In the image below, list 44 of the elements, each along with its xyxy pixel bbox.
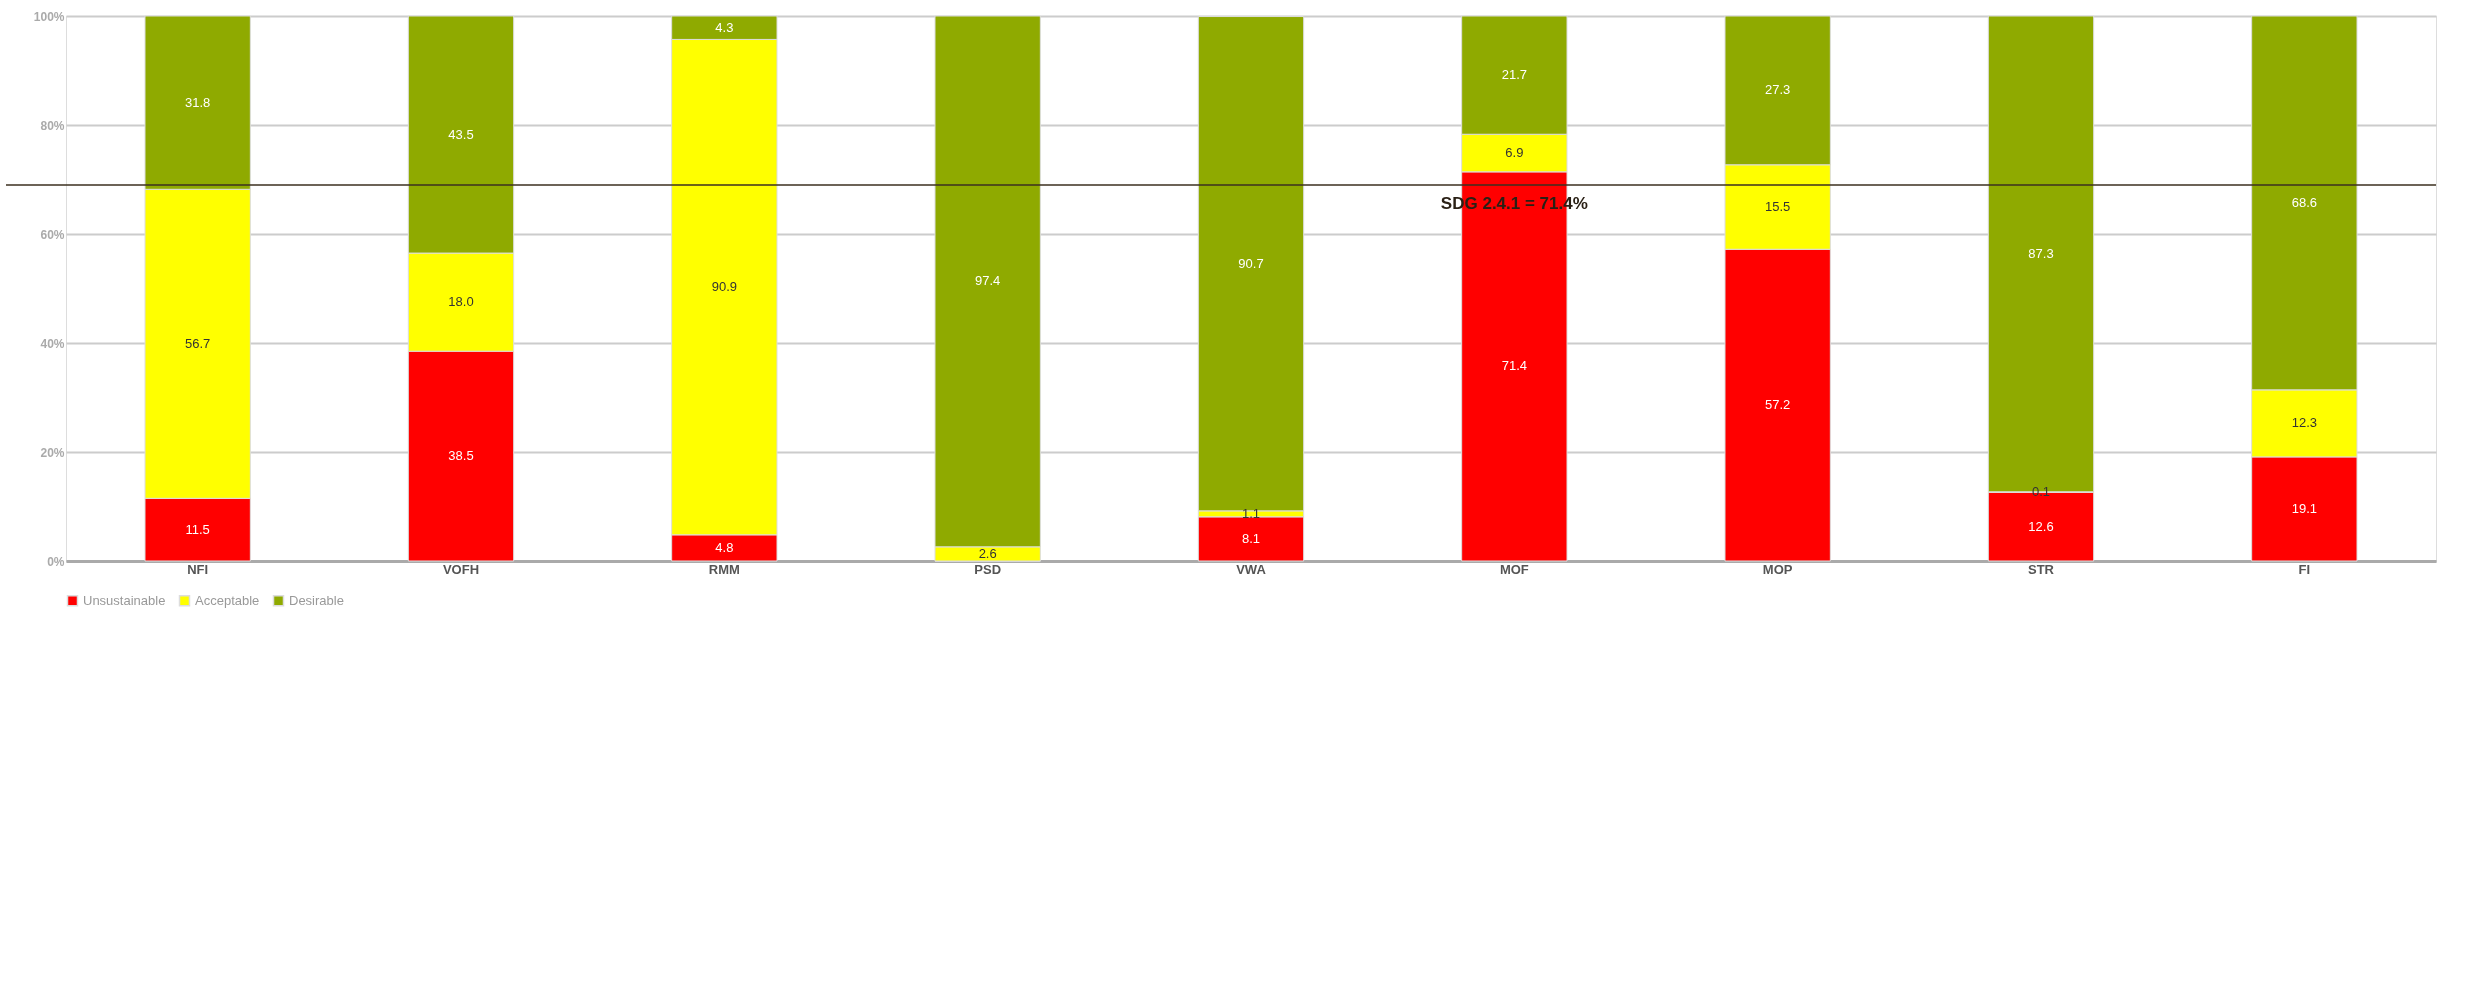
data-label: 27.3	[1765, 82, 1791, 98]
x-tick-label: VOFH	[442, 561, 480, 577]
data-label: 2.6	[978, 545, 997, 561]
y-tick-label: 100%	[33, 9, 65, 24]
x-tick-label: NFI	[187, 561, 209, 577]
data-label: 15.5	[1765, 199, 1791, 215]
data-label: 6.9	[1505, 145, 1524, 161]
legend-label: Acceptable	[195, 592, 260, 608]
data-label: 19.1	[2291, 500, 2317, 516]
data-label: 4.3	[715, 19, 734, 35]
data-label: 0.1	[2031, 484, 2051, 500]
bar	[1197, 516, 1305, 562]
legend-label: Desirable	[289, 592, 344, 608]
y-tick-label: 0%	[47, 554, 65, 569]
x-tick-label: VWA	[1236, 561, 1267, 577]
data-label: 56.7	[185, 335, 211, 351]
data-label: 90.9	[711, 279, 737, 295]
data-label: 4.8	[715, 539, 734, 555]
data-label: 90.7	[1238, 255, 1264, 271]
x-tick-label: MOP	[1762, 561, 1793, 577]
data-label: 71.4	[1501, 358, 1527, 374]
data-label: 57.2	[1765, 397, 1791, 413]
data-label: 8.1	[1241, 530, 1261, 546]
data-label: 11.5	[185, 521, 210, 537]
x-tick-label: PSD	[974, 561, 1002, 577]
y-tick-label: 60%	[40, 227, 65, 242]
data-label: 18.0	[448, 294, 474, 310]
x-tick-label: MOF	[1499, 561, 1529, 577]
data-label: 68.6	[2291, 194, 2317, 210]
data-label: 97.4	[975, 273, 1001, 289]
data-label: 38.5	[448, 448, 474, 464]
y-tick-label: 20%	[40, 445, 65, 460]
data-label: 87.3	[2028, 245, 2054, 261]
data-label: 12.3	[2291, 415, 2317, 431]
data-label: 43.5	[448, 126, 474, 142]
data-label: 31.8	[185, 94, 211, 110]
x-tick-label: STR	[2028, 561, 2055, 577]
data-label: 12.6	[2028, 518, 2054, 534]
x-tick-label: FI	[2298, 561, 2311, 577]
x-tick-label: RMM	[708, 561, 740, 577]
data-label: 21.7	[1501, 67, 1527, 83]
y-tick-label: 80%	[40, 118, 65, 133]
y-tick-label: 40%	[40, 336, 65, 351]
legend-label: Unsustainable	[83, 592, 166, 608]
